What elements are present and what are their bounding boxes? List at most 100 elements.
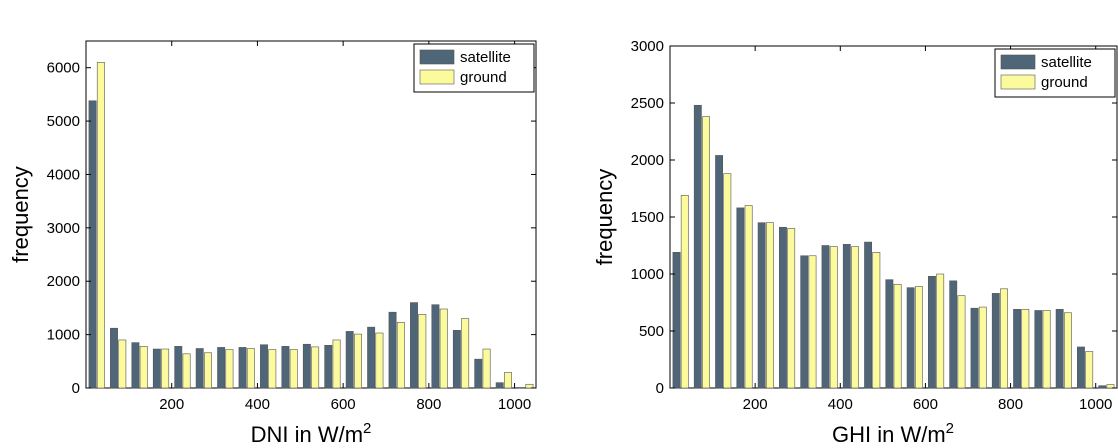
dni-bar-satellite-14 (388, 311, 397, 389)
ghi-bar-ground-4 (765, 222, 774, 389)
ghi-ytick-label-6: 3000 (631, 38, 664, 55)
dni-bar-satellite-20 (517, 387, 526, 389)
dni-ytick-label-6: 6000 (47, 60, 80, 77)
dni-bar-ground-12 (354, 333, 362, 389)
dni-bar-ground-16 (439, 308, 448, 389)
ghi-bar-ground-19 (1085, 351, 1094, 389)
dni-bar-ground-20 (525, 383, 534, 389)
dni-xtick-label-4: 1000 (498, 396, 531, 413)
ghi-bar-satellite-8 (842, 244, 851, 389)
ghi-bar-ground-10 (893, 283, 902, 389)
dni-bar-ground-13 (375, 332, 384, 389)
dni-bar-ground-5 (204, 352, 212, 389)
dni-bar-satellite-10 (302, 343, 311, 389)
ghi-bar-satellite-11 (906, 287, 915, 389)
ghi-x-axis-title: GHI in W/m2 (832, 420, 954, 447)
dni-bar-ground-11 (332, 339, 341, 389)
dni-plot-frame (85, 40, 537, 389)
ghi-bar-ground-18 (1063, 312, 1072, 389)
dni-bar-satellite-13 (367, 326, 376, 389)
ghi-bar-satellite-14 (970, 307, 979, 389)
dni-xtick-label-1: 400 (245, 396, 270, 413)
ghi-ytick-label-2: 1000 (631, 266, 664, 283)
ghi-ytick-label-1: 500 (639, 323, 664, 340)
ghi-bar-ground-13 (957, 295, 966, 389)
dni-ytick-label-0: 0 (72, 380, 80, 397)
dni-ytick-label-5: 5000 (47, 113, 80, 130)
ghi-bar-ground-20 (1106, 384, 1115, 389)
dni-xtick-label-3: 800 (416, 396, 441, 413)
ghi-bar-satellite-19 (1077, 346, 1085, 389)
ghi-xtick-label-4: 1000 (1079, 396, 1112, 413)
dni-histogram-chart: 0 1000 2000 3000 4000 5000 6000 200 400 600 800 100… (8, 40, 537, 447)
ghi-bar-satellite-16 (1013, 309, 1022, 389)
dni-bar-ground-7 (246, 348, 255, 389)
ghi-xtick-label-3: 800 (998, 396, 1023, 413)
ghi-legend-swatch-satellite (1000, 54, 1036, 70)
dni-bar-ground-6 (225, 349, 234, 389)
ghi-bar-ground-15 (1000, 288, 1008, 389)
dni-legend-label-ground: ground (460, 69, 507, 86)
dni-bar-ground-3 (161, 348, 170, 389)
ghi-ytick-label-4: 2000 (631, 152, 664, 169)
dni-bar-satellite-4 (174, 346, 183, 389)
dni-bar-ground-17 (461, 318, 470, 389)
ghi-legend-label-ground: ground (1041, 74, 1088, 91)
ghi-bar-ground-7 (829, 246, 838, 389)
dni-bar-satellite-2 (131, 342, 140, 389)
ghi-ytick-label-5: 2500 (631, 95, 664, 112)
ghi-bar-satellite-0 (672, 252, 681, 389)
ghi-bar-satellite-12 (928, 275, 936, 389)
ghi-ytick-label-3: 1500 (631, 209, 664, 226)
ghi-bar-ground-2 (723, 173, 732, 389)
dni-ytick-label-1: 1000 (47, 327, 80, 344)
ghi-xtick-label-2: 600 (913, 396, 938, 413)
ghi-ytick-label-0: 0 (656, 380, 664, 397)
ghi-bar-ground-17 (1042, 310, 1051, 389)
dni-y-axis-title: frequency (8, 166, 33, 263)
ghi-bar-satellite-13 (949, 280, 958, 389)
ghi-bar-satellite-9 (864, 241, 873, 389)
ghi-bar-satellite-6 (800, 255, 809, 389)
dni-legend-swatch-satellite (419, 49, 455, 65)
ghi-histogram-chart: 0 500 1000 1500 2000 2500 3000 200 400 600 800 1000… (592, 38, 1118, 447)
ghi-bar-ground-8 (851, 246, 859, 389)
dni-bar-ground-18 (482, 348, 491, 389)
dni-legend-label-satellite: satellite (460, 49, 511, 66)
ghi-bar-satellite-1 (693, 104, 702, 389)
ghi-y-axis-title: frequency (592, 169, 617, 266)
ghi-bar-satellite-10 (885, 279, 894, 389)
dni-bar-satellite-19 (495, 382, 504, 389)
ghi-bar-ground-3 (744, 205, 753, 389)
ghi-bar-satellite-20 (1098, 385, 1107, 389)
dni-bar-ground-9 (289, 349, 298, 389)
dni-ytick-label-2: 2000 (47, 273, 80, 290)
dni-ytick-label-4: 4000 (47, 166, 80, 183)
ghi-xtick-label-1: 400 (828, 396, 853, 413)
dni-bar-satellite-11 (324, 344, 333, 389)
ghi-bar-ground-6 (808, 255, 817, 389)
ghi-bar-satellite-5 (779, 226, 787, 389)
dni-bar-satellite-8 (260, 344, 268, 389)
dni-bar-ground-0 (96, 62, 105, 389)
dni-bar-ground-10 (311, 346, 320, 389)
dni-bar-satellite-3 (152, 348, 161, 389)
dni-x-axis-title: DNI in W/m2 (251, 420, 372, 447)
dni-bar-ground-8 (268, 349, 277, 389)
dni-xtick-label-0: 200 (159, 396, 184, 413)
ghi-bar-ground-0 (680, 195, 689, 389)
ghi-bar-satellite-4 (757, 222, 766, 389)
ghi-bar-ground-11 (914, 286, 923, 389)
dni-bar-satellite-1 (110, 327, 118, 389)
dni-bar-satellite-16 (431, 304, 440, 389)
ghi-bar-satellite-7 (821, 245, 830, 389)
dni-bar-ground-19 (504, 372, 512, 389)
ghi-bar-satellite-17 (1034, 310, 1043, 389)
dni-bar-satellite-17 (452, 330, 461, 389)
ghi-bar-ground-16 (1021, 309, 1030, 389)
dni-bar-satellite-0 (88, 100, 97, 389)
ghi-bar-satellite-2 (715, 155, 724, 389)
ghi-bar-satellite-18 (1055, 309, 1064, 389)
ghi-bar-ground-14 (978, 306, 987, 389)
